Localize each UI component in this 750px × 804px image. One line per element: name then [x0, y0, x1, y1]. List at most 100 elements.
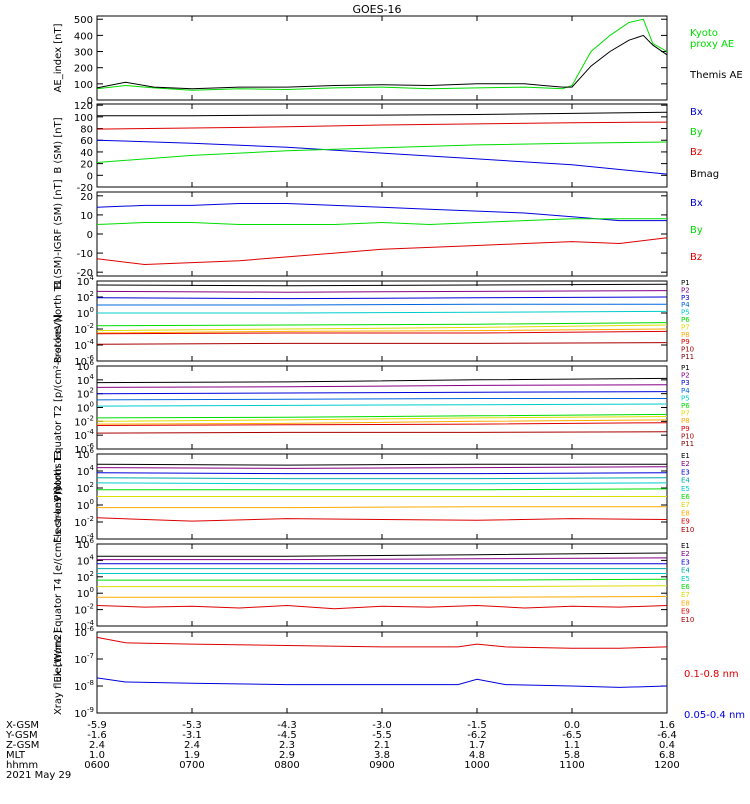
y-tick-label: 102	[77, 290, 94, 304]
legend-item: E2	[681, 460, 690, 468]
ephemeris-value: 2.3	[279, 740, 295, 751]
series-line	[96, 377, 668, 384]
series-line	[96, 413, 668, 419]
y-tick-exponent: 0	[90, 498, 94, 506]
legend-item: P6	[681, 402, 690, 410]
y-tick-label: 10-2	[74, 414, 94, 428]
y-tick-label: 10-2	[74, 603, 94, 617]
legend-item: E9	[681, 518, 690, 526]
ephemeris-value: 0700	[179, 760, 204, 771]
legend-item: E4	[681, 477, 690, 485]
y-tick-label: 10-4	[74, 428, 94, 442]
series-line	[96, 342, 668, 345]
series-line	[96, 141, 668, 163]
series-line	[97, 506, 667, 509]
y-axis-label: Electrons North T3	[53, 450, 64, 543]
series-line	[96, 477, 668, 480]
y-tick-label: 10-7	[74, 652, 94, 666]
legend-item: E8	[681, 509, 690, 517]
y-tick-label: 104	[77, 553, 95, 567]
series-line	[96, 328, 668, 334]
series-line	[96, 419, 668, 425]
ephemeris-value: 5.8	[564, 750, 580, 761]
ephemeris-row-label: Y-GSM	[5, 730, 38, 741]
ephemeris-value: -1.6	[87, 730, 107, 741]
y-tick-exponent: -7	[87, 652, 94, 660]
legend-item: P3	[681, 379, 690, 387]
ephemeris-value: -4.3	[277, 720, 297, 731]
y-tick-label: 80	[80, 125, 93, 136]
series-line	[97, 310, 668, 314]
y-tick-exponent: 6	[90, 359, 95, 367]
legend-item: P10	[681, 346, 694, 354]
series-line	[97, 557, 668, 561]
legend-item: Themis AE	[689, 70, 743, 81]
legend-item: P7	[681, 323, 690, 331]
legend-item: P8	[681, 331, 690, 339]
y-tick-exponent: -6	[87, 442, 95, 450]
y-axis-label: B (SM) [nT]	[53, 117, 64, 173]
ephemeris-value: 2.1	[374, 740, 390, 751]
legend-item: By	[690, 127, 703, 138]
legend-item: E6	[681, 583, 690, 591]
ephemeris-value: 0600	[84, 760, 109, 771]
y-axis-label: Protons North T1	[53, 279, 64, 363]
chart-title: GOES-16	[352, 3, 401, 16]
ephemeris-row-label: X-GSM	[6, 720, 39, 731]
y-tick-label: -10	[77, 249, 93, 260]
series-line	[96, 18, 668, 91]
ephemeris-row-label: hhmm	[6, 760, 38, 771]
y-tick-label: 400	[74, 31, 93, 42]
y-tick-label: 100	[77, 306, 94, 320]
y-tick-label: 10-6	[74, 625, 94, 639]
y-tick-exponent: -9	[87, 706, 94, 714]
panel-frame	[96, 103, 668, 188]
legend-item: P7	[681, 410, 690, 418]
legend-item: E10	[681, 526, 694, 534]
y-tick-label: 60	[80, 136, 93, 147]
ephemeris-value: 0900	[369, 760, 394, 771]
y-tick-label: 120	[74, 101, 93, 112]
series-line	[96, 398, 667, 401]
y-tick-exponent: -8	[87, 679, 94, 687]
y-tick-exponent: -6	[87, 625, 95, 633]
ephemeris-value: 1000	[464, 760, 489, 771]
series-line	[97, 585, 668, 588]
ephemeris-row-label: MLT	[6, 750, 26, 761]
y-tick-exponent: 2	[90, 570, 94, 578]
series-line	[97, 552, 668, 557]
y-tick-label: 10-2	[74, 322, 94, 336]
series-line	[96, 604, 668, 610]
series-line	[96, 330, 668, 335]
date-label: 2021 May 29	[6, 770, 71, 781]
ephemeris-value: 1.0	[89, 750, 105, 761]
legend-item: P2	[681, 286, 690, 294]
legend-item: E1	[681, 452, 690, 460]
legend-item: P4	[681, 387, 690, 395]
ephemeris-value: 0800	[274, 760, 299, 771]
y-tick-label: 100	[77, 401, 94, 415]
y-tick-exponent: 4	[90, 274, 95, 282]
y-tick-label: 10-4	[74, 338, 94, 352]
legend-item: Bx	[690, 198, 703, 209]
y-tick-label: -20	[77, 268, 93, 279]
legend-item: Bz	[690, 252, 702, 263]
y-tick-label: 200	[74, 64, 93, 75]
y-tick-exponent: 2	[90, 481, 94, 489]
y-tick-label: 106	[77, 447, 95, 461]
ephemeris-value: -6.4	[657, 730, 677, 741]
series-line	[96, 517, 668, 522]
ephemeris-value: 1.9	[184, 750, 200, 761]
series-line	[96, 416, 668, 422]
legend-item: P6	[681, 316, 690, 324]
series-line	[96, 290, 668, 293]
ephemeris-value: -4.5	[277, 730, 297, 741]
legend-item: 0.1-0.8 nm	[684, 669, 739, 680]
y-tick-exponent: 4	[90, 464, 95, 472]
ephemeris-value: -5.5	[372, 730, 392, 741]
ephemeris-value: -3.0	[372, 720, 392, 731]
y-tick-exponent: 0	[90, 586, 94, 594]
series-line	[96, 324, 668, 332]
y-tick-label: 102	[77, 387, 94, 401]
